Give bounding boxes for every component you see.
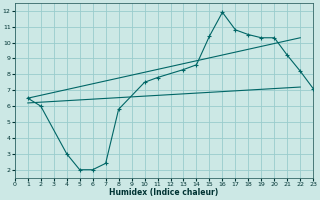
X-axis label: Humidex (Indice chaleur): Humidex (Indice chaleur) [109, 188, 219, 197]
